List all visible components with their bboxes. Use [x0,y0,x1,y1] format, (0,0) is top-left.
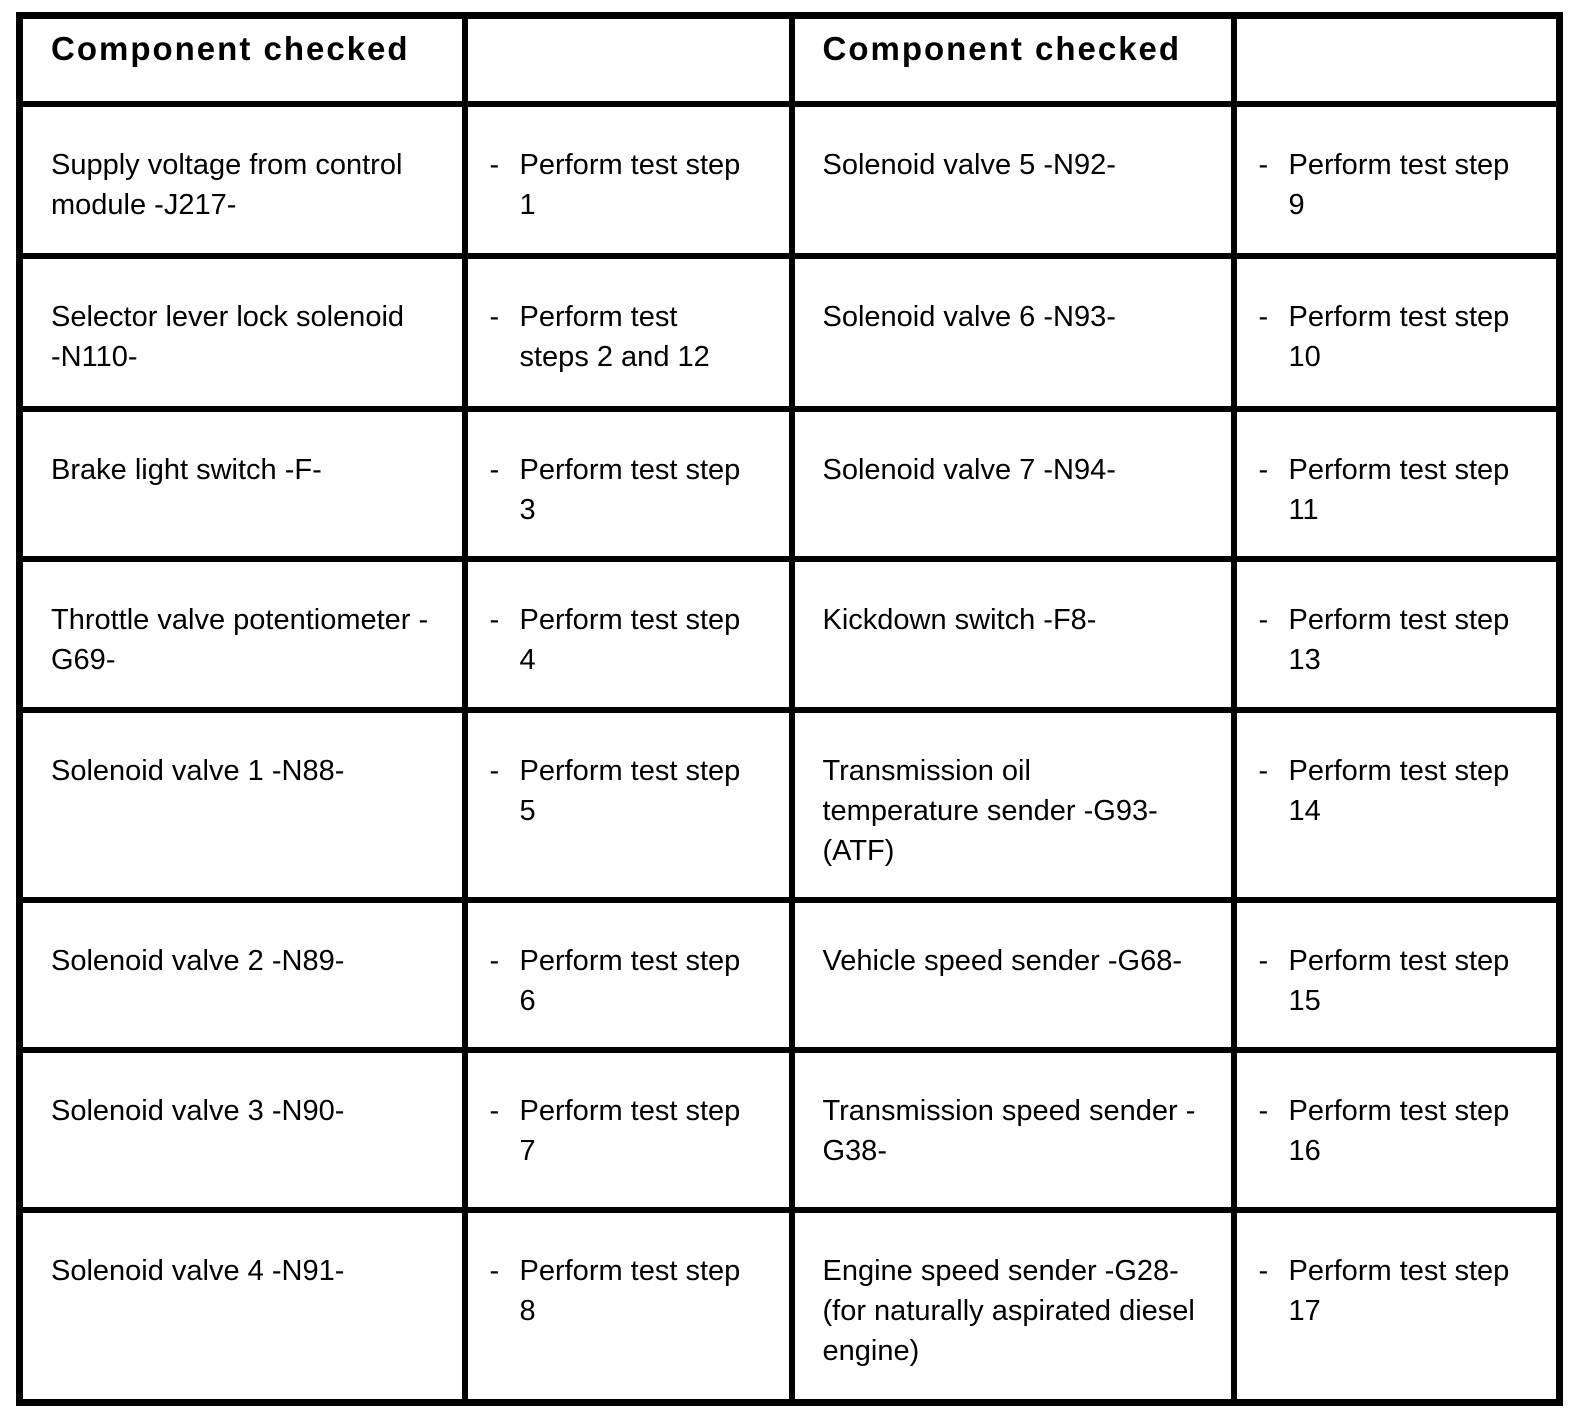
test-step-item: - Perform test step 16 [1259,1091,1549,1171]
test-step-cell-right: - Perform test step 17 [1230,1206,1563,1406]
component-cell-left: Supply voltage from control module -J217… [16,100,468,259]
dash-bullet: - [489,300,500,333]
test-step-text: Perform test step 13 [1288,603,1510,676]
component-cell-right: Kickdown switch -F8- [788,555,1237,713]
component-cell-right: Engine speed sender -G28- (for naturally… [788,1206,1237,1406]
test-step-text: Perform test step 3 [519,453,741,526]
test-step-item: - Perform test step 7 [490,1091,781,1171]
column-header-component-left: Component checked [16,12,468,107]
dash-bullet: - [489,453,500,486]
dash-bullet: - [489,1094,500,1127]
test-step-cell-right: - Perform test step 9 [1230,100,1563,259]
component-cell-left: Solenoid valve 1 -N88- [16,706,468,903]
test-step-cell-left: - Perform test step 4 [461,555,795,713]
dash-bullet: - [1258,453,1269,486]
test-step-item: - Perform test step 4 [490,600,781,680]
test-step-text: Perform test steps 2 and 12 [519,300,710,373]
dash-bullet: - [1258,1094,1269,1127]
test-step-cell-left: - Perform test step 8 [461,1206,795,1406]
component-cell-right: Solenoid valve 6 -N93- [788,252,1237,412]
component-cell-right: Transmission oil temperature sender -G93… [788,706,1237,903]
component-cell-left: Solenoid valve 3 -N90- [16,1046,468,1213]
test-step-text: Perform test step 14 [1288,754,1510,827]
component-cell-right: Vehicle speed sender -G68- [788,896,1237,1053]
component-check-table: Component checked Component checked Supp… [16,12,1563,1406]
table-row: Solenoid valve 1 -N88- - Perform test ste… [16,706,1563,903]
column-header-blank-right [1230,12,1563,107]
test-step-cell-left: - Perform test step 6 [461,896,795,1053]
test-step-text: Perform test step 5 [519,754,741,827]
table-header-row: Component checked Component checked [16,12,1563,107]
test-step-item: - Perform test step 10 [1259,297,1549,377]
test-step-text: Perform test step 1 [519,148,741,221]
component-cell-right: Solenoid valve 7 -N94- [788,405,1237,562]
table-row: Selector lever lock solenoid -N110- - Per… [16,252,1563,412]
test-step-item: - Perform test step 3 [490,450,781,530]
test-step-text: Perform test step 9 [1288,148,1510,221]
test-step-cell-right: - Perform test step 10 [1230,252,1563,412]
dash-bullet: - [1258,300,1269,333]
test-step-cell-right: - Perform test step 14 [1230,706,1563,903]
component-cell-left: Solenoid valve 4 -N91- [16,1206,468,1406]
test-step-item: - Perform test step 15 [1259,941,1549,1021]
table-row: Solenoid valve 3 -N90- - Perform test ste… [16,1046,1563,1213]
component-cell-right: Solenoid valve 5 -N92- [788,100,1237,259]
component-cell-left: Throttle valve potentiometer - G69- [16,555,468,713]
dash-bullet: - [1258,148,1269,181]
test-step-cell-left: - Perform test step 5 [461,706,795,903]
test-step-text: Perform test step 17 [1288,1254,1510,1327]
table-row: Throttle valve potentiometer - G69- - Per… [16,555,1563,713]
test-step-item: - Perform test step 9 [1259,145,1549,225]
dash-bullet: - [489,944,500,977]
test-step-text: Perform test step 7 [519,1094,741,1167]
dash-bullet: - [489,754,500,787]
test-step-cell-left: - Perform test step 3 [461,405,795,562]
column-header-blank-left [461,12,795,107]
component-cell-left: Selector lever lock solenoid -N110- [16,252,468,412]
test-step-text: Perform test step 16 [1288,1094,1510,1167]
test-step-item: - Perform test step 5 [490,751,781,831]
test-step-item: - Perform test step 8 [490,1251,781,1331]
test-step-cell-right: - Perform test step 11 [1230,405,1563,562]
test-step-item: - Perform test step 6 [490,941,781,1021]
test-step-text: Perform test step 11 [1288,453,1510,526]
column-header-component-right: Component checked [788,12,1237,107]
component-cell-right: Transmission speed sender - G38- [788,1046,1237,1213]
test-step-text: Perform test step 6 [519,944,741,1017]
test-step-item: - Perform test step 17 [1259,1251,1549,1331]
dash-bullet: - [1258,944,1269,977]
test-step-cell-left: - Perform test steps 2 and 12 [461,252,795,412]
test-step-item: - Perform test step 14 [1259,751,1549,831]
component-cell-left: Brake light switch -F- [16,405,468,562]
test-step-text: Perform test step 10 [1288,300,1510,373]
dash-bullet: - [1258,1254,1269,1287]
test-step-text: Perform test step 15 [1288,944,1510,1017]
dash-bullet: - [1258,754,1269,787]
test-step-item: - Perform test step 13 [1259,600,1549,680]
test-step-item: - Perform test step 1 [490,145,781,225]
test-step-cell-left: - Perform test step 1 [461,100,795,259]
test-step-cell-right: - Perform test step 15 [1230,896,1563,1053]
test-step-cell-left: - Perform test step 7 [461,1046,795,1213]
table-row: Supply voltage from control module -J217… [16,100,1563,259]
table-row: Brake light switch -F- - Perform test ste… [16,405,1563,562]
dash-bullet: - [489,603,500,636]
test-step-item: - Perform test steps 2 and 12 [490,297,781,377]
dash-bullet: - [489,1254,500,1287]
test-step-item: - Perform test step 11 [1259,450,1549,530]
dash-bullet: - [1258,603,1269,636]
test-step-text: Perform test step 4 [519,603,741,676]
test-step-cell-right: - Perform test step 16 [1230,1046,1563,1213]
table-row: Solenoid valve 4 -N91- - Perform test ste… [16,1206,1563,1406]
test-step-cell-right: - Perform test step 13 [1230,555,1563,713]
table-row: Solenoid valve 2 -N89- - Perform test ste… [16,896,1563,1053]
dash-bullet: - [489,148,500,181]
component-cell-left: Solenoid valve 2 -N89- [16,896,468,1053]
test-step-text: Perform test step 8 [519,1254,741,1327]
